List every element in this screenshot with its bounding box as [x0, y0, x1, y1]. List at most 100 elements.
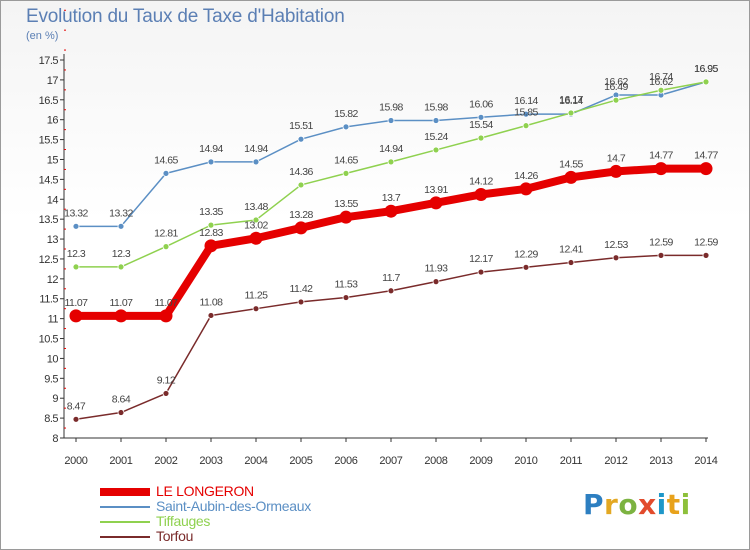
data-label-le-longeron: 12.83: [199, 227, 223, 239]
y-tick-label: 15: [47, 154, 59, 166]
chart-title: Evolution du Taux de Taxe d'Habitation: [26, 6, 345, 27]
data-label-tiffauges: 14.36: [289, 166, 313, 178]
data-point-tiffauges: [117, 263, 125, 271]
data-point-saint-aubin-des-ormeaux: [522, 110, 530, 118]
data-label-torfou: 11.08: [200, 296, 224, 308]
y-tick-label: 13.5: [39, 214, 59, 226]
legend-swatch-torfou: [100, 536, 150, 538]
data-label-le-longeron: 11.07: [155, 297, 179, 309]
data-label-tiffauges: 16.17: [559, 94, 583, 106]
data-point-le-longeron: [654, 162, 668, 176]
data-point-tiffauges: [612, 96, 620, 104]
x-tick-label: 2003: [199, 455, 222, 467]
data-point-tiffauges: [162, 243, 170, 251]
data-label-tiffauges: 16.49: [604, 81, 628, 93]
y-tick-label: 11.5: [39, 294, 58, 306]
data-label-saint-aubin-des-ormeaux: 15.98: [379, 101, 403, 113]
y-tick-label: 14.5: [39, 174, 59, 186]
data-point-saint-aubin-des-ormeaux: [117, 222, 125, 230]
y-tick-label: 10.5: [39, 334, 59, 346]
data-point-le-longeron: [69, 309, 83, 323]
legend-swatch-le-longeron: [100, 488, 150, 496]
data-point-le-longeron: [519, 182, 533, 196]
data-label-le-longeron: 13.02: [244, 219, 268, 231]
data-label-torfou: 11.25: [245, 290, 269, 302]
y-tick-label: 13: [47, 234, 59, 246]
x-tick-label: 2005: [289, 455, 312, 467]
data-label-tiffauges: 12.81: [154, 228, 178, 240]
data-label-torfou: 12.41: [559, 244, 583, 256]
data-point-tiffauges: [657, 86, 665, 94]
data-point-torfou: [522, 263, 530, 271]
data-point-torfou: [612, 254, 620, 262]
data-label-saint-aubin-des-ormeaux: 16.14: [514, 95, 538, 107]
data-point-torfou: [342, 294, 350, 301]
x-tick-label: 2011: [560, 455, 583, 467]
data-point-torfou: [432, 278, 440, 286]
data-point-saint-aubin-des-ormeaux: [72, 222, 80, 230]
data-label-torfou: 12.53: [604, 239, 628, 251]
data-label-le-longeron: 13.7: [382, 192, 401, 204]
data-label-saint-aubin-des-ormeaux: 14.94: [199, 143, 223, 155]
data-label-le-longeron: 14.55: [559, 158, 583, 170]
y-tick-label: 9: [52, 393, 58, 405]
x-tick-label: 2008: [424, 455, 447, 467]
data-label-tiffauges: 15.85: [514, 107, 538, 119]
data-label-le-longeron: 14.26: [514, 170, 538, 182]
y-tick-label: 12: [47, 274, 59, 286]
data-point-tiffauges: [207, 221, 215, 229]
y-tick-label: 8.5: [44, 413, 58, 425]
data-label-torfou: 11.42: [290, 283, 314, 295]
data-point-le-longeron: [114, 309, 128, 323]
data-label-le-longeron: 14.77: [649, 150, 673, 162]
data-label-torfou: 11.7: [382, 272, 400, 284]
data-point-tiffauges: [477, 134, 485, 142]
data-point-torfou: [252, 305, 260, 313]
x-tick-label: 2013: [649, 455, 672, 467]
y-tick-label: 12.5: [39, 254, 59, 266]
proxiti-logo: Proxiti: [583, 488, 691, 521]
data-label-saint-aubin-des-ormeaux: 16.62: [649, 76, 673, 88]
x-tick-label: 2014: [694, 455, 717, 467]
data-point-torfou: [72, 415, 80, 423]
data-point-le-longeron: [564, 170, 578, 184]
data-label-tiffauges: 14.94: [379, 143, 403, 155]
data-label-tiffauges: 16.95: [694, 63, 718, 75]
data-label-torfou: 9.12: [157, 374, 176, 386]
data-point-le-longeron: [339, 210, 353, 224]
data-point-tiffauges: [702, 78, 710, 86]
x-tick-label: 2009: [469, 455, 492, 467]
data-label-tiffauges: 12.3: [112, 248, 131, 260]
data-point-tiffauges: [522, 122, 530, 130]
legend-label-le-longeron: LE LONGERON: [156, 483, 254, 499]
x-tick-label: 2006: [334, 455, 357, 467]
y-tick-label: 11: [48, 314, 59, 326]
y-tick-label: 8: [52, 433, 58, 445]
data-point-torfou: [162, 390, 170, 397]
x-tick-label: 2010: [514, 455, 537, 467]
legend-label-tiffauges: Tiffauges: [156, 513, 211, 529]
data-label-tiffauges: 14.65: [334, 154, 358, 166]
data-label-saint-aubin-des-ormeaux: 14.94: [244, 143, 268, 155]
data-label-tiffauges: 15.54: [469, 119, 493, 131]
data-label-torfou: 12.17: [469, 253, 493, 265]
x-tick-label: 2000: [64, 455, 87, 467]
data-point-le-longeron: [249, 231, 263, 245]
data-point-torfou: [207, 312, 215, 319]
data-label-saint-aubin-des-ormeaux: 16.95: [694, 63, 718, 75]
data-label-torfou: 12.29: [514, 248, 538, 260]
x-tick-label: 2002: [154, 455, 177, 467]
data-label-torfou: 12.59: [694, 236, 718, 248]
y-tick-label: 16.5: [39, 95, 59, 107]
data-label-saint-aubin-des-ormeaux: 15.98: [424, 101, 448, 113]
data-label-le-longeron: 14.77: [694, 150, 718, 162]
data-point-saint-aubin-des-ormeaux: [342, 123, 350, 131]
data-point-le-longeron: [384, 204, 398, 218]
data-label-saint-aubin-des-ormeaux: 13.32: [109, 207, 133, 219]
data-point-le-longeron: [294, 221, 308, 235]
x-tick-label: 2001: [109, 455, 132, 467]
legend-label-torfou: Torfou: [156, 528, 194, 544]
data-label-saint-aubin-des-ormeaux: 15.51: [289, 120, 313, 132]
x-tick-label: 2007: [379, 455, 402, 467]
data-point-tiffauges: [252, 216, 260, 224]
